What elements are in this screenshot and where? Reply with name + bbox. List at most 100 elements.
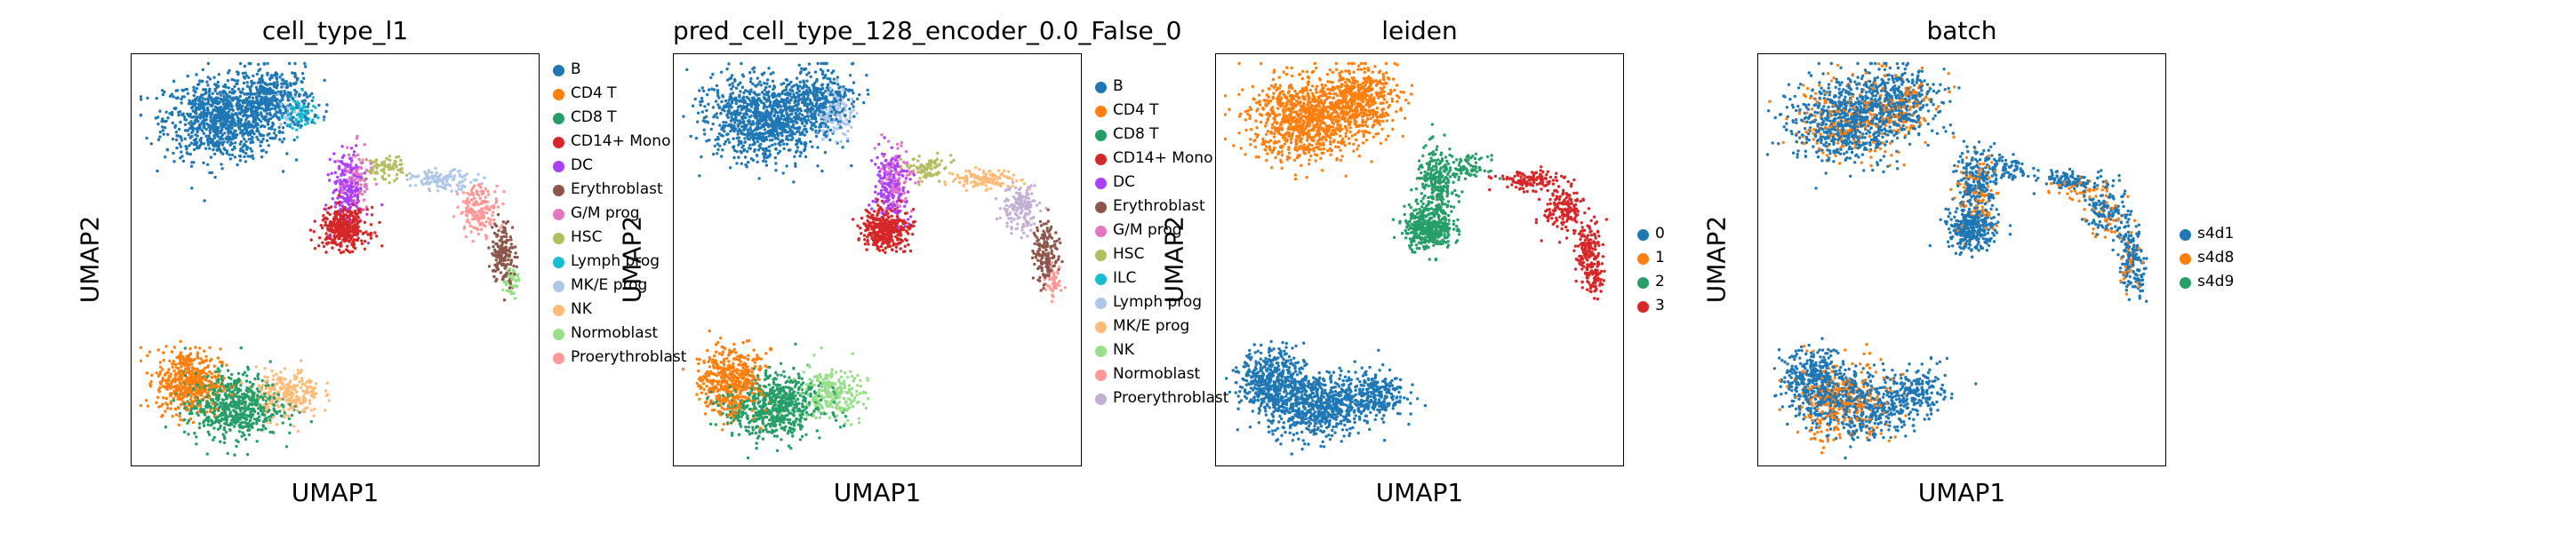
scatter-point	[263, 118, 268, 122]
scatter-point	[202, 361, 205, 364]
scatter-point	[713, 144, 716, 147]
scatter-point	[413, 184, 418, 187]
scatter-point	[237, 399, 242, 402]
scatter-point	[270, 399, 274, 403]
scatter-point	[856, 374, 860, 378]
scatter-point	[852, 379, 855, 383]
scatter-point	[201, 115, 205, 119]
scatter-point	[234, 111, 237, 115]
scatter-point	[785, 97, 789, 100]
scatter-point	[904, 149, 908, 154]
scatter-point	[236, 103, 239, 107]
scatter-point	[214, 383, 219, 387]
scatter-point	[343, 206, 347, 210]
scatter-point	[257, 105, 260, 108]
scatter-point	[228, 68, 231, 73]
scatter-point	[464, 210, 468, 213]
scatter-point	[279, 414, 284, 418]
scatter-point	[188, 386, 191, 389]
scatter-point	[388, 155, 392, 158]
scatter-point	[311, 386, 315, 391]
scatter-point	[247, 423, 251, 426]
scatter-point	[296, 123, 300, 127]
scatter-point	[206, 101, 210, 106]
scatter-point	[235, 444, 238, 449]
scatter-point	[204, 91, 207, 96]
scatter-point	[272, 374, 276, 378]
scatter-point	[196, 410, 201, 413]
scatter-point	[324, 223, 327, 227]
scatter-point	[264, 407, 268, 410]
scatter-point	[216, 367, 220, 370]
scatter-point	[228, 421, 233, 426]
scatter-point	[733, 79, 737, 83]
scatter-point	[202, 106, 206, 109]
scatter-point	[500, 246, 504, 250]
scatter-point	[244, 97, 249, 100]
scatter-point	[235, 378, 239, 383]
scatter-point	[292, 384, 296, 387]
scatter-point	[326, 211, 330, 215]
scatter-point	[764, 424, 768, 427]
scatter-point	[180, 97, 183, 101]
scatter-point	[298, 380, 301, 384]
scatter-point	[415, 175, 419, 179]
scatter-point	[355, 204, 358, 208]
scatter-point	[267, 392, 270, 395]
scatter-point	[281, 98, 284, 101]
scatter-point	[360, 172, 364, 176]
scatter-point	[431, 177, 435, 180]
scatter-point	[275, 72, 279, 76]
scatter-point	[243, 434, 246, 437]
scatter-point	[492, 218, 496, 222]
scatter-point	[332, 188, 337, 193]
scatter-point	[158, 109, 162, 113]
scatter-point	[312, 414, 316, 418]
scatter-point	[348, 196, 352, 201]
scatter-point	[179, 418, 182, 422]
scatter-point	[228, 390, 232, 394]
scatter-point	[274, 91, 277, 95]
scatter-point	[497, 229, 500, 233]
scatter-point	[298, 410, 301, 414]
scatter-point	[268, 430, 272, 434]
scatter-point	[359, 187, 363, 190]
scatter-point	[485, 200, 490, 203]
scatter-point	[501, 230, 506, 235]
scatter-point	[324, 109, 328, 114]
scatter-point	[204, 372, 209, 376]
scatter-point	[241, 145, 245, 148]
scatter-point	[214, 115, 219, 119]
scatter-point	[287, 113, 291, 116]
scatter-point	[210, 119, 213, 123]
scatter-point	[174, 131, 179, 134]
scatter-point	[333, 226, 338, 229]
scatter-point	[164, 402, 168, 405]
scatter-point	[179, 353, 182, 356]
scatter-point	[161, 376, 164, 380]
scatter-point	[211, 402, 214, 405]
scatter-point	[281, 421, 284, 425]
scatter-point	[286, 91, 290, 94]
scatter-point	[292, 377, 297, 381]
scatter-point	[207, 93, 212, 97]
scatter-point	[186, 91, 190, 95]
scatter-point	[158, 135, 162, 139]
scatter-point	[241, 420, 244, 424]
scatter-point	[260, 393, 264, 396]
scatter-point	[353, 194, 356, 198]
scatter-point	[270, 101, 274, 105]
scatter-point	[360, 242, 364, 245]
scatter-point	[513, 297, 517, 300]
scatter-point	[180, 101, 183, 105]
scatter-point	[839, 116, 843, 120]
scatter-point	[194, 397, 198, 401]
scatter-point	[300, 72, 305, 76]
scatter-point	[237, 100, 241, 104]
scatter-point	[495, 266, 499, 269]
scatter-point	[348, 218, 352, 221]
scatter-point	[166, 378, 171, 382]
scatter-point	[259, 120, 263, 123]
scatter-point	[255, 387, 259, 391]
scatter-point	[405, 178, 409, 181]
